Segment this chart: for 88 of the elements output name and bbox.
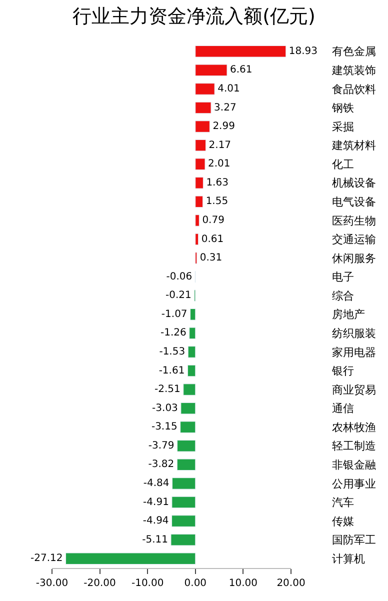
- y-tick-label: 建筑材料: [331, 139, 376, 152]
- y-tick-label: 食品饮料: [332, 82, 376, 96]
- bar: [195, 139, 206, 152]
- y-tick-label: 休闲服务: [332, 252, 376, 265]
- bar: [195, 46, 286, 58]
- data-label: 2.17: [208, 140, 232, 151]
- y-tick-label: 有色金属: [332, 45, 376, 58]
- data-label: 2.99: [212, 121, 235, 132]
- bar: [176, 458, 196, 471]
- x-tick-label: 20.00: [276, 578, 306, 589]
- data-label: -0.21: [166, 290, 192, 302]
- bar: [195, 196, 204, 208]
- data-label: 0.31: [200, 252, 222, 264]
- y-tick-label: 商业贸易: [332, 383, 376, 396]
- data-label: 0.79: [202, 214, 224, 226]
- y-tick-label: 钢铁: [331, 102, 354, 115]
- bar: [170, 534, 196, 546]
- bar: [195, 233, 199, 246]
- bar: [195, 120, 210, 132]
- y-tick-label: 综合: [332, 289, 354, 302]
- bar: [180, 421, 196, 433]
- y-tick-label: 通信: [332, 402, 354, 416]
- y-tick-label: 计算机: [332, 552, 365, 566]
- y-tick-label: 轻工制造: [332, 440, 376, 453]
- x-tick-label: 10.00: [228, 578, 258, 589]
- y-tick-label: 化工: [332, 158, 354, 171]
- data-label: -1.53: [159, 346, 186, 358]
- data-label: 0.61: [201, 234, 224, 245]
- data-label: -5.11: [142, 534, 168, 546]
- y-tick-label: 建筑装饰: [331, 64, 376, 78]
- bar: [66, 552, 196, 564]
- y-tick-label: 传媒: [332, 514, 354, 528]
- bar: [189, 327, 196, 340]
- y-tick-label: 纺织服装: [332, 327, 376, 340]
- y-tick-label: 交通运输: [332, 233, 376, 246]
- bar: [187, 364, 196, 377]
- data-label: -3.79: [148, 440, 174, 452]
- y-tick-label: 家用电器: [332, 346, 376, 359]
- data-label: -27.12: [30, 553, 63, 564]
- x-tick-label: -10.00: [131, 578, 164, 589]
- y-tick-label: 房地产: [332, 308, 365, 322]
- data-label: -1.61: [158, 365, 185, 376]
- data-label: -0.06: [166, 271, 192, 282]
- bar: [180, 402, 196, 414]
- bar: [172, 515, 196, 527]
- y-tick-label: 机械设备: [332, 176, 376, 190]
- data-label: 2.01: [208, 158, 230, 170]
- bar: [195, 83, 215, 95]
- y-tick-label: 非银金融: [332, 458, 376, 472]
- bar: [195, 158, 206, 170]
- data-label: -2.51: [154, 384, 180, 396]
- y-tick-label: 汽车: [332, 496, 354, 510]
- data-label: -4.91: [143, 496, 169, 508]
- data-label: -3.15: [151, 422, 178, 433]
- bar: [195, 102, 212, 114]
- y-tick-label: 国防军工: [332, 534, 376, 547]
- bar: [183, 384, 196, 396]
- data-label: -1.07: [161, 308, 188, 320]
- data-label: 3.27: [214, 102, 236, 114]
- data-label: 18.93: [288, 46, 318, 57]
- y-tick-label: 农林牧渔: [332, 420, 376, 434]
- bar: [172, 478, 196, 490]
- bar: [177, 440, 196, 452]
- y-tick-label: 公用事业: [332, 477, 376, 490]
- bar: [172, 496, 196, 508]
- bar: [195, 64, 228, 76]
- data-label: -4.84: [143, 478, 170, 489]
- x-tick-label: 0.00: [184, 578, 207, 589]
- data-label: 4.01: [218, 83, 240, 94]
- bar: [195, 177, 204, 189]
- y-tick-label: 采掘: [332, 120, 354, 134]
- x-tick-label: -30.00: [36, 578, 68, 589]
- bar: [190, 308, 196, 320]
- chart-title: 行业主力资金净流入额(亿元): [72, 5, 316, 28]
- data-label: 1.55: [206, 196, 228, 208]
- x-tick-label: -20.00: [84, 578, 116, 589]
- data-label: -4.94: [142, 516, 169, 527]
- y-tick-label: 电子: [332, 270, 354, 284]
- data-label: 6.61: [230, 64, 252, 76]
- y-tick-label: 电气设备: [332, 196, 376, 209]
- data-label: 1.63: [206, 177, 228, 188]
- data-label: -1.26: [160, 328, 186, 339]
- data-label: -3.03: [152, 402, 178, 414]
- data-label: -3.82: [148, 459, 174, 470]
- bar: [195, 214, 200, 226]
- y-tick-label: 医药生物: [332, 214, 376, 228]
- y-tick-label: 银行: [331, 364, 354, 378]
- bar: [188, 346, 196, 358]
